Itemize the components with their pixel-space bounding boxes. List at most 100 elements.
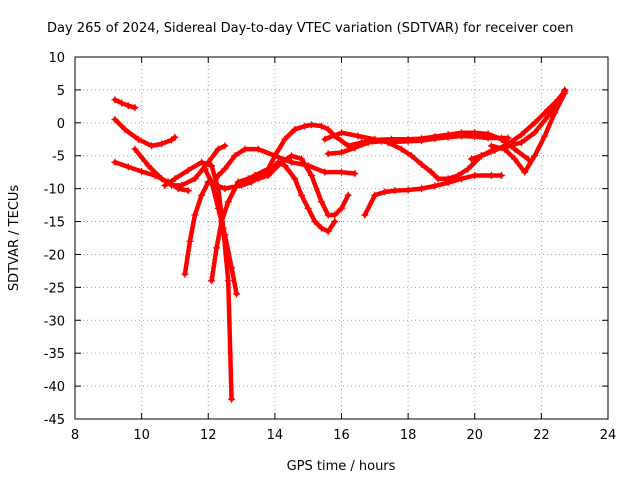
data-point <box>531 152 539 160</box>
data-point <box>184 187 192 195</box>
y-tick-label: -35 <box>44 347 65 362</box>
data-point <box>111 158 119 166</box>
data-point <box>301 122 309 130</box>
data-point <box>541 132 549 140</box>
data-point <box>504 134 512 142</box>
y-tick-label: -45 <box>44 413 65 428</box>
data-point <box>118 99 126 107</box>
data-point <box>158 175 166 183</box>
data-point <box>497 171 505 179</box>
data-point <box>214 204 222 212</box>
data-point <box>231 152 239 160</box>
data-point <box>544 106 552 114</box>
data-point <box>171 175 179 183</box>
data-point <box>371 191 379 199</box>
data-point <box>544 112 552 120</box>
series-arc-1 <box>111 96 139 112</box>
data-point <box>208 162 216 170</box>
data-point <box>417 185 425 193</box>
data-point <box>381 188 389 196</box>
data-point <box>221 185 229 193</box>
x-tick-label: 22 <box>533 428 550 443</box>
x-tick-label: 16 <box>333 428 350 443</box>
y-tick-label: -20 <box>44 248 65 263</box>
data-point <box>338 148 345 156</box>
series-arc-4 <box>131 142 229 189</box>
data-point <box>324 125 332 133</box>
data-point <box>288 152 296 160</box>
data-point <box>228 264 236 272</box>
data-point <box>201 165 209 173</box>
data-point <box>444 133 452 141</box>
data-point <box>407 152 415 160</box>
data-point <box>397 145 405 153</box>
data-point <box>213 244 221 252</box>
data-point <box>318 122 326 130</box>
data-point <box>521 168 529 176</box>
data-point <box>178 181 186 189</box>
data-point <box>321 135 329 143</box>
data-point <box>124 163 132 171</box>
data-point <box>124 102 132 110</box>
x-tick-label: 8 <box>71 428 79 443</box>
data-point <box>138 168 146 176</box>
data-point <box>184 166 192 174</box>
data-point <box>338 168 345 176</box>
x-tick-label: 10 <box>133 428 150 443</box>
data-point <box>487 171 495 179</box>
x-tick-label: 12 <box>200 428 217 443</box>
data-point <box>427 168 435 176</box>
data-point <box>224 198 232 206</box>
data-point <box>161 181 169 189</box>
data-point <box>111 96 119 104</box>
data-point <box>351 169 359 177</box>
y-tick-label: -30 <box>44 314 65 329</box>
data-point <box>191 211 199 219</box>
series-trace <box>162 160 234 402</box>
data-point <box>471 171 479 179</box>
data-point <box>281 135 289 143</box>
data-point <box>233 290 241 298</box>
data-point <box>321 168 329 176</box>
series-arc-9 <box>204 158 339 235</box>
data-point <box>298 191 306 199</box>
series-arc-12 <box>361 171 505 219</box>
data-point <box>224 277 232 285</box>
x-tick-label: 14 <box>267 428 284 443</box>
series-arc-2 <box>111 116 179 150</box>
data-point <box>457 132 465 140</box>
data-point <box>404 186 412 194</box>
data-point <box>324 150 332 158</box>
y-tick-label: -10 <box>44 183 65 198</box>
data-point <box>511 145 519 153</box>
series-arc-10 <box>238 121 532 186</box>
data-point <box>404 137 412 145</box>
data-point <box>454 171 462 179</box>
data-point <box>318 198 326 206</box>
data-point <box>181 270 189 278</box>
y-tick-label: -15 <box>44 216 65 231</box>
data-point <box>477 152 485 160</box>
data-point <box>338 204 345 212</box>
series-arc-15 <box>487 89 569 176</box>
data-point <box>186 237 194 245</box>
series-trace <box>112 117 178 149</box>
data-point <box>251 171 259 179</box>
data-point <box>318 224 326 232</box>
data-point <box>148 142 156 150</box>
data-point <box>238 178 246 186</box>
y-axis-label: SDTVAR / TECUs <box>7 185 22 292</box>
data-layer <box>111 86 569 403</box>
data-point <box>221 231 229 239</box>
data-point <box>487 142 495 150</box>
data-point <box>331 211 339 219</box>
data-point <box>121 125 129 133</box>
data-point <box>497 134 505 142</box>
data-point <box>311 218 319 226</box>
data-point <box>338 129 345 137</box>
data-point <box>274 158 282 166</box>
data-point <box>434 175 442 183</box>
data-point <box>241 145 249 153</box>
data-point <box>551 109 559 117</box>
